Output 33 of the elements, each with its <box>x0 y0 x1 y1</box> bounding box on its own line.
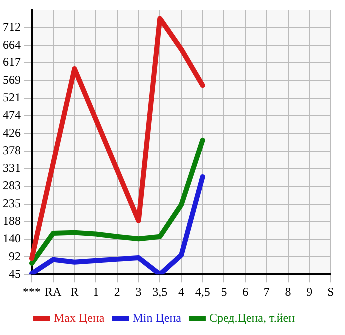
y-tick-label: 474 <box>3 108 21 122</box>
x-tick-label: 7 <box>264 284 270 299</box>
x-tick-label: RA <box>45 284 62 299</box>
x-tick-label: 5 <box>221 284 228 299</box>
x-tick-label: 3,5 <box>152 284 168 299</box>
y-tick-label: 664 <box>3 38 21 52</box>
y-tick-label: 712 <box>3 20 21 34</box>
x-tick-label: 9 <box>306 284 313 299</box>
x-tick-label: 6 <box>242 284 249 299</box>
x-tick-label: 2 <box>114 284 120 299</box>
y-tick-label: 283 <box>3 178 21 193</box>
legend-label: Max Цена <box>54 311 106 326</box>
y-tick-label: 331 <box>3 160 21 175</box>
x-tick-label: *** <box>23 284 41 299</box>
x-tick-label: 4 <box>178 284 184 299</box>
x-tick-label: S <box>328 284 334 299</box>
x-tick-label: 3 <box>136 284 142 299</box>
y-tick-label: 188 <box>3 214 21 228</box>
y-tick-label: 235 <box>3 196 21 210</box>
legend-label: Min Цена <box>132 311 182 326</box>
x-tick-label: 1 <box>93 284 100 299</box>
y-tick-label: 521 <box>3 90 21 105</box>
y-tick-label: 569 <box>3 72 21 87</box>
legend-label: Сред.Цена, т.йен <box>209 311 296 326</box>
x-tick-label: 8 <box>285 284 292 299</box>
x-tick-label: 4,5 <box>195 284 210 299</box>
x-tick-label: R <box>70 284 79 299</box>
y-tick-label: 426 <box>3 126 21 140</box>
y-tick-label: 378 <box>3 144 21 158</box>
y-tick-label: 140 <box>3 232 21 246</box>
y-tick-label: 617 <box>3 55 21 70</box>
y-tick-label: 45 <box>9 266 21 281</box>
y-tick-label: 92 <box>9 249 21 264</box>
